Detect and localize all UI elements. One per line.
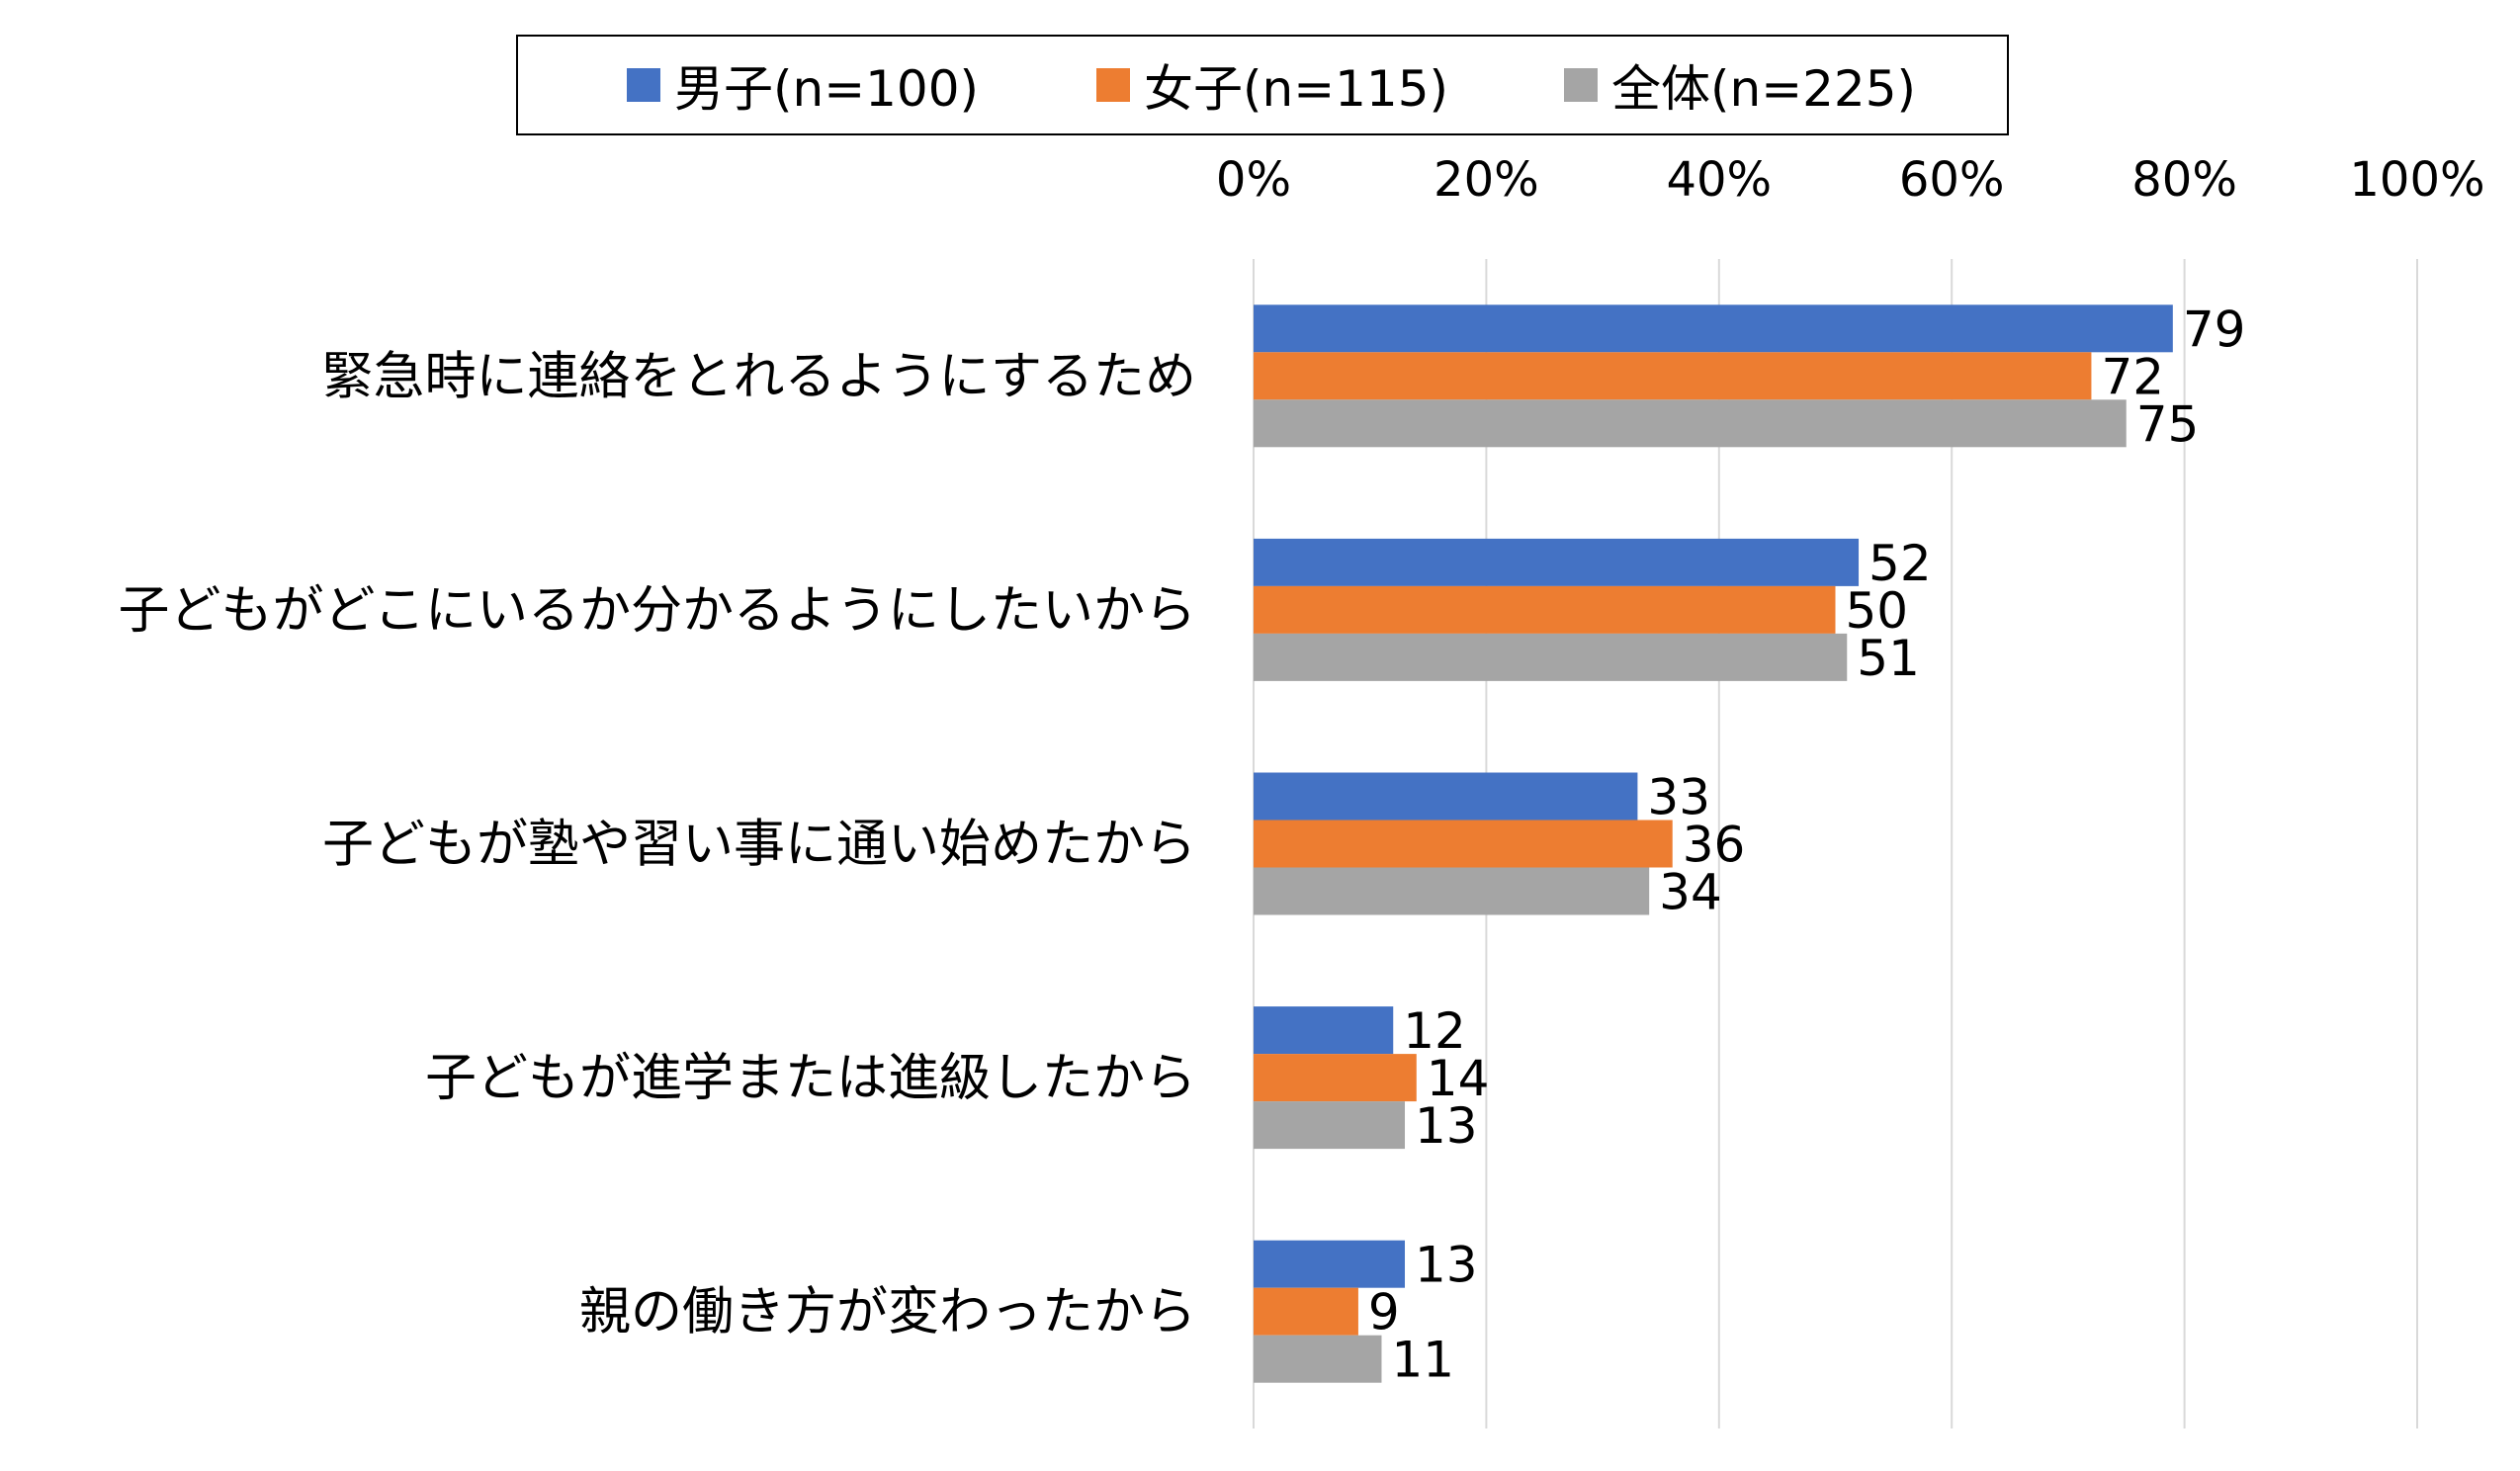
bar [1254,538,1860,586]
bar [1254,1335,1382,1383]
legend-label-girls: 女子(n=115) [1144,60,1449,118]
bar [1254,633,1848,681]
data-label: 13 [1415,1097,1478,1155]
x-tick-label: 0% [1216,152,1291,208]
data-label: 33 [1647,769,1710,826]
legend-swatch-total [1564,68,1598,102]
data-label: 72 [2101,348,2164,405]
data-label: 36 [1683,817,1746,874]
bar [1254,585,1836,634]
x-tick-label: 100% [2349,152,2484,208]
legend: 男子(n=100) 女子(n=115) 全体(n=225) [516,35,2009,135]
legend-item-total: 全体(n=225) [1564,37,1916,133]
data-label: 34 [1659,864,1722,921]
x-tick-label: 20% [1434,152,1539,208]
category-label: 緊急時に連絡をとれるようにするため [321,347,1196,406]
data-label: 50 [1846,582,1909,640]
data-label: 79 [2183,301,2246,358]
bar [1254,352,2092,400]
data-label: 52 [1868,535,1932,592]
data-label: 14 [1427,1050,1490,1107]
x-tick-label: 60% [1899,152,2005,208]
bar [1254,1101,1406,1150]
bar [1254,1054,1417,1102]
legend-swatch-girls [1096,68,1130,102]
category-label: 子どもが進学または進級したから [425,1049,1196,1108]
bar [1254,1287,1358,1336]
category-label: 子どもが塾や習い事に通い始めたから [322,816,1196,875]
data-label: 11 [1391,1332,1454,1389]
bar [1254,399,2127,448]
legend-swatch-boys [627,68,660,102]
data-label: 75 [2136,395,2200,453]
bar [1254,304,2173,353]
category-label: 親の働き方が変わったから [579,1283,1196,1342]
data-label: 9 [1368,1284,1400,1341]
bar [1254,772,1638,821]
bar [1254,820,1673,868]
x-tick-label: 40% [1666,152,1772,208]
bar [1254,1240,1406,1288]
bar [1254,1006,1394,1055]
category-label: 子どもがどこにいるか分かるようにしたいから [119,581,1196,641]
data-label: 12 [1403,1002,1466,1060]
legend-item-girls: 女子(n=115) [1096,37,1448,133]
data-label: 51 [1857,630,1920,687]
data-label: 13 [1415,1237,1478,1294]
bar [1254,867,1650,915]
legend-label-boys: 男子(n=100) [674,60,980,118]
legend-label-total: 全体(n=225) [1611,60,1917,118]
legend-item-boys: 男子(n=100) [627,37,979,133]
x-tick-label: 80% [2131,152,2237,208]
